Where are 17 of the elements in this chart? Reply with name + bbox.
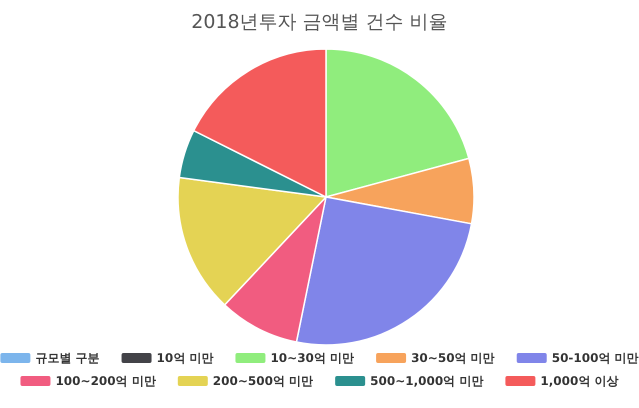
legend-label: 500~1,000억 미만 xyxy=(370,374,484,388)
pie-slice xyxy=(177,176,327,306)
chart-title: 2018년투자 금액별 건수 비율 xyxy=(191,11,448,33)
pie-slice xyxy=(192,48,327,198)
pie-slice xyxy=(224,196,327,343)
legend-label: 50-100억 미만 xyxy=(552,351,639,365)
legend-label: 규모별 구분 xyxy=(35,351,100,365)
legend-label: 100~200억 미만 xyxy=(55,374,156,388)
legend-label: 30~50억 미만 xyxy=(411,351,495,365)
legend-label: 10~30억 미만 xyxy=(270,351,354,365)
pie-slice xyxy=(325,48,470,198)
legend-label: 200~500억 미만 xyxy=(212,374,314,388)
pie-slice xyxy=(296,196,472,346)
pie-slice xyxy=(325,158,475,225)
legend-label: 10억 미만 xyxy=(156,351,214,365)
pie-slice xyxy=(178,130,327,198)
legend-label: 1,000억 이상 xyxy=(540,374,619,388)
